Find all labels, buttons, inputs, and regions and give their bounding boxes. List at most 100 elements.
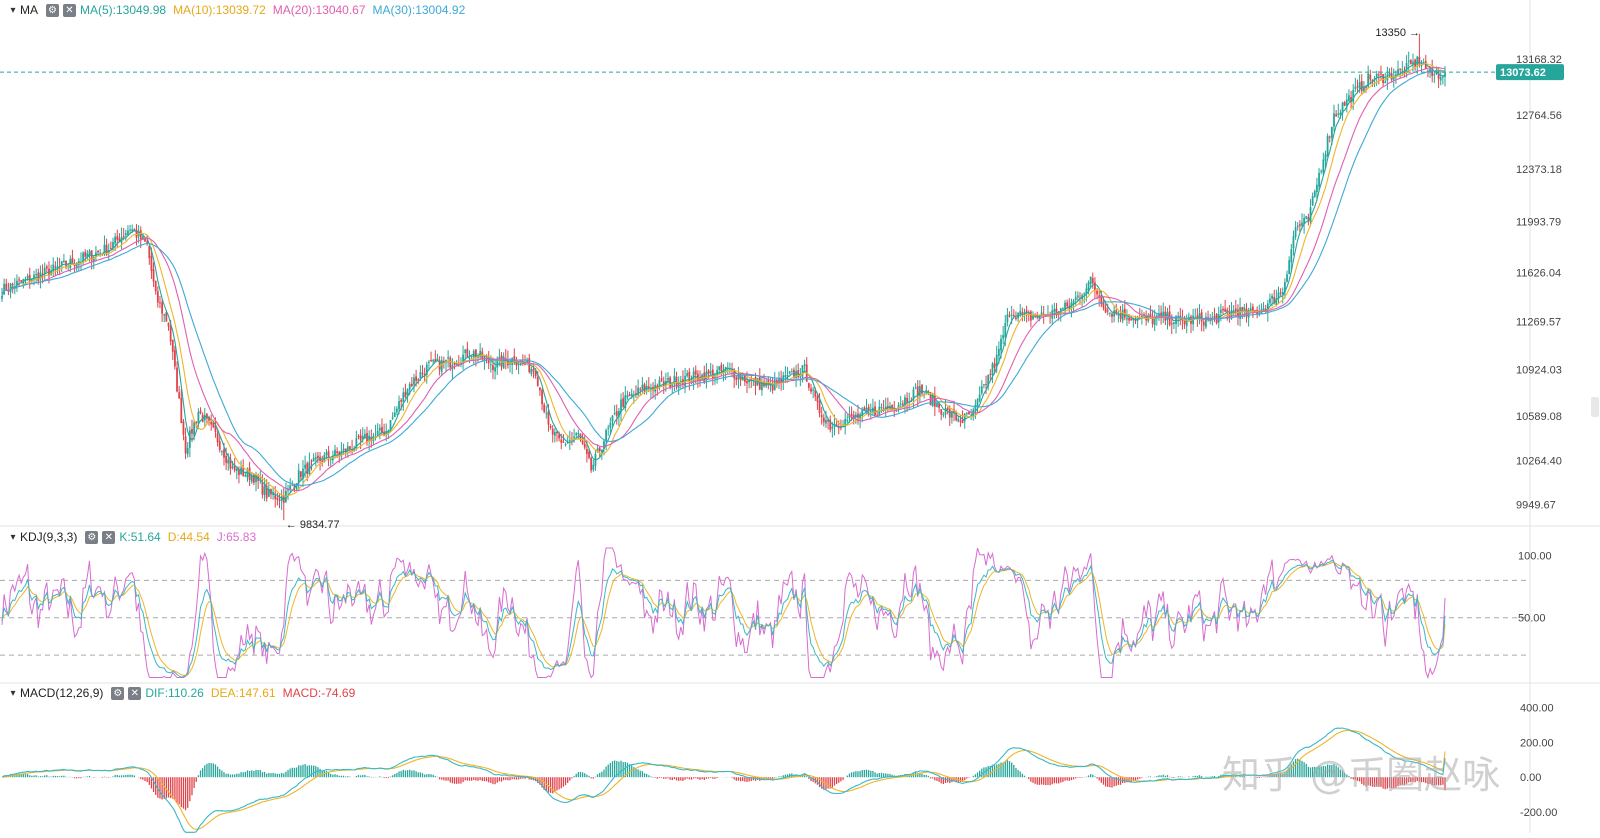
close-icon[interactable]: ✕ (102, 530, 116, 544)
collapse-chevron-icon[interactable]: ▾ (10, 687, 16, 699)
candle-body (974, 404, 977, 411)
candle (180, 388, 183, 424)
candle (976, 398, 979, 415)
candle-body (1388, 72, 1391, 76)
candle-body (1119, 314, 1122, 319)
candle (355, 430, 358, 451)
candle-body (820, 415, 823, 418)
candle (790, 368, 793, 373)
candle (116, 229, 119, 248)
collapse-chevron-icon[interactable]: ▾ (10, 531, 16, 543)
candle (69, 255, 72, 273)
candle (816, 393, 819, 410)
candle (1094, 277, 1096, 298)
close-icon[interactable]: ✕ (128, 686, 142, 700)
candle-body (551, 428, 554, 435)
candle (650, 383, 652, 400)
candle-body (75, 263, 78, 268)
candle-body (73, 264, 76, 266)
candle-body (82, 252, 85, 262)
candle (118, 233, 121, 243)
candle-body (127, 230, 129, 236)
low-annotation: ← 9834.77 (286, 519, 340, 531)
candle-body (1341, 102, 1344, 114)
candle-body (310, 460, 313, 462)
candle-body (37, 272, 40, 282)
candle (161, 299, 163, 322)
candle (754, 372, 757, 396)
collapse-chevron-icon[interactable]: ▾ (10, 4, 16, 16)
candle (780, 370, 783, 391)
candle-body (169, 325, 172, 342)
gear-icon[interactable]: ⚙ (111, 686, 125, 700)
candle (366, 426, 368, 446)
candle (178, 385, 181, 400)
candle-body (105, 244, 108, 255)
candle-body (696, 373, 699, 381)
candle (188, 426, 191, 458)
candle-body (1343, 102, 1346, 106)
candle (378, 424, 381, 440)
candle (1089, 276, 1092, 288)
candle-body (413, 377, 415, 385)
candle (97, 250, 99, 255)
candle (1254, 309, 1256, 311)
candle (383, 423, 385, 437)
candle-body (1100, 295, 1103, 305)
candle (921, 384, 923, 396)
macd-tick-label: 0.00 (1520, 772, 1541, 784)
candle-body (558, 434, 561, 439)
candle (314, 452, 317, 467)
price-tick-label: 11269.57 (1516, 317, 1561, 329)
candle-body (1106, 310, 1109, 312)
candle-body (180, 397, 183, 424)
candle-body (182, 421, 185, 435)
gear-icon[interactable]: ⚙ (85, 530, 99, 544)
candle-body (349, 446, 351, 449)
candle (564, 442, 567, 447)
candle-body (1354, 86, 1357, 89)
candle (191, 419, 193, 443)
candle-body (929, 392, 932, 406)
candle (1316, 177, 1318, 201)
candle-body (718, 366, 721, 371)
close-icon[interactable]: ✕ (63, 3, 76, 17)
candle-body (1269, 298, 1271, 304)
candle (859, 412, 862, 429)
gear-icon[interactable]: ⚙ (46, 3, 59, 17)
candle-body (1042, 313, 1045, 316)
candle-body (1288, 260, 1291, 275)
candle (854, 411, 857, 424)
scroll-handle[interactable] (1591, 397, 1599, 417)
candle (1155, 313, 1158, 326)
price-tick-label: 10924.03 (1516, 364, 1562, 376)
candle-body (1032, 315, 1034, 320)
kdj-j-line (1, 547, 1446, 680)
candle (35, 268, 38, 284)
candle (1098, 290, 1101, 307)
candle-body (575, 433, 578, 436)
candle-body (737, 374, 740, 380)
candle (285, 482, 287, 504)
candle-body (1153, 317, 1156, 326)
candle (308, 452, 311, 477)
candle-body (1096, 290, 1098, 295)
candles-group (1, 33, 1446, 521)
candle-body (517, 364, 520, 366)
candle (235, 467, 238, 480)
candle-body (233, 465, 236, 471)
candle (112, 237, 114, 252)
candle-body (677, 384, 680, 389)
candle (319, 451, 321, 471)
candle-body (203, 415, 206, 421)
candle (991, 362, 994, 384)
candle (987, 374, 990, 391)
candle-body (1151, 316, 1154, 324)
candle (1245, 303, 1248, 323)
dif-value: DIF:110.26 (145, 686, 204, 700)
candle-body (1000, 338, 1002, 351)
candle (150, 247, 153, 279)
candle (647, 377, 650, 393)
candle (77, 258, 80, 272)
candle-body (402, 392, 405, 402)
